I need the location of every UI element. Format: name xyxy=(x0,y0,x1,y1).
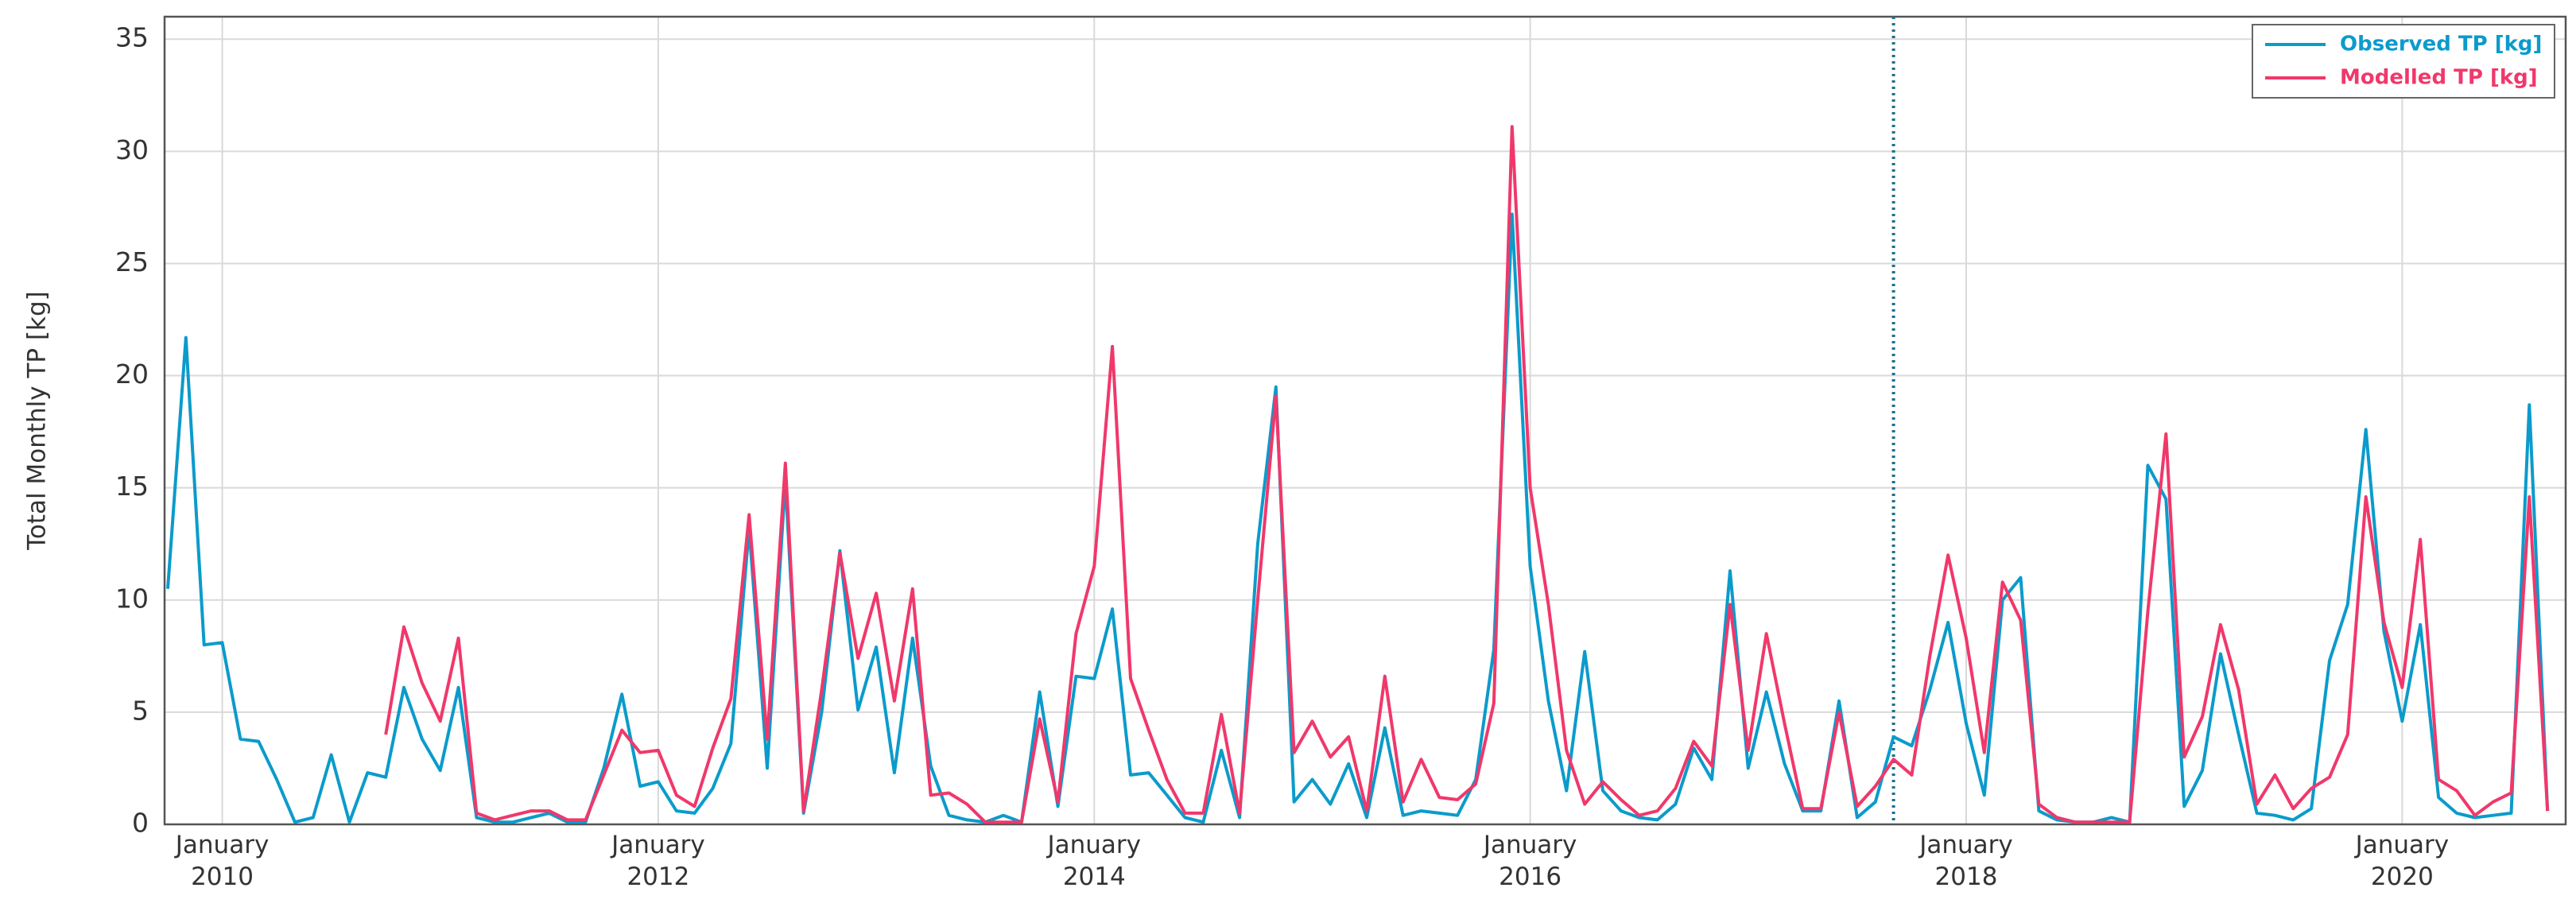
x-tick-label: January 2016 xyxy=(1483,831,1577,891)
y-tick-label: 35 xyxy=(115,22,149,53)
y-axis-label: Total Monthly TP [kg] xyxy=(23,291,52,551)
x-tick-label: January 2018 xyxy=(1919,831,2013,891)
y-tick-label: 15 xyxy=(115,471,149,502)
x-tick-label: January 2012 xyxy=(611,831,705,891)
x-tick-label: January 2014 xyxy=(1047,831,1142,891)
legend-label: Observed TP [kg] xyxy=(2340,33,2542,56)
y-tick-label: 5 xyxy=(132,695,149,726)
plot-frame xyxy=(163,15,2567,826)
x-tick-label: January 2020 xyxy=(2355,831,2450,891)
series-line xyxy=(166,212,2550,824)
y-tick-label: 25 xyxy=(115,246,149,277)
y-tick-label: 20 xyxy=(115,359,149,390)
series-line xyxy=(384,125,2550,824)
legend-label: Modelled TP [kg] xyxy=(2340,66,2538,90)
x-tick-label: January 2010 xyxy=(175,831,270,891)
y-tick-label: 30 xyxy=(115,134,149,165)
legend-box xyxy=(2252,24,2555,99)
y-tick-label: 0 xyxy=(132,808,149,839)
legend: Observed TP [kg] Modelled TP [kg] xyxy=(2252,24,2555,99)
y-tick-label: 10 xyxy=(115,583,149,614)
